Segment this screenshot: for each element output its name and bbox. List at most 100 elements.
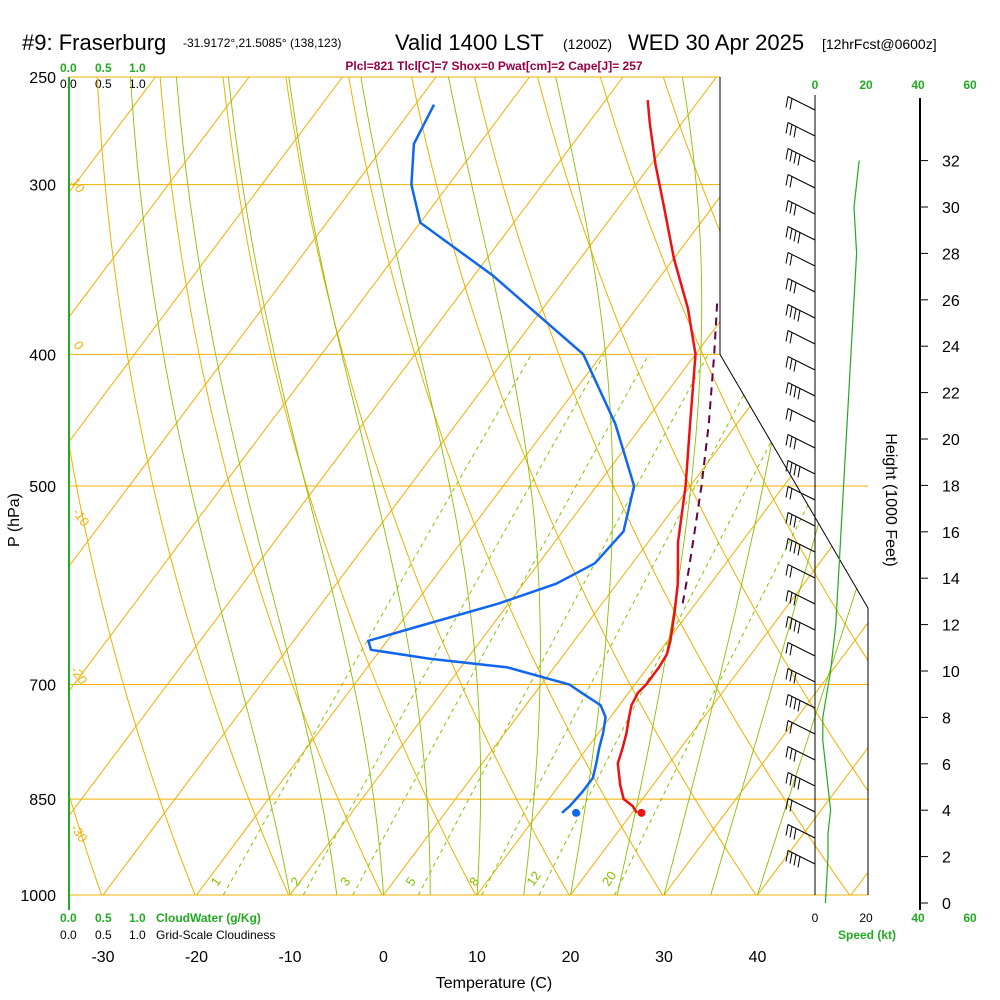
y-axis-title: P (hPa) <box>6 493 23 547</box>
wind-barb-staff <box>787 174 816 189</box>
speed-scale-bottom-40: 40 <box>911 911 925 925</box>
wind-barb-staff <box>787 746 816 761</box>
moist-adiabat <box>616 77 703 895</box>
wind-barb-flag <box>785 96 789 108</box>
wind-barb-flag <box>789 514 793 526</box>
wind-barb-flag <box>785 460 789 472</box>
height-tick-label: 32 <box>942 154 960 171</box>
height-tick-label: 0 <box>942 896 951 913</box>
wind-barb-flag <box>785 512 789 524</box>
wind-barb-flag <box>793 308 797 320</box>
wind-barb-flag <box>789 150 793 162</box>
wind-barb-staff <box>787 616 816 631</box>
pressure-tick-label: 400 <box>29 347 56 364</box>
wind-barb-staff <box>787 850 816 865</box>
wind-barb-flag <box>797 700 801 712</box>
station-title: #9: Fraserburg <box>22 30 166 55</box>
dry-adiabat <box>69 77 196 895</box>
wind-barb-flag <box>785 356 789 368</box>
x-axis-title: Temperature (C) <box>436 975 552 992</box>
valid-time: Valid 1400 LST <box>395 30 544 55</box>
isotherm-line <box>102 77 717 895</box>
wind-barb-flag <box>793 126 797 138</box>
cloudwater-label: CloudWater (g/Kg) <box>156 911 261 925</box>
wind-barb-flag <box>789 800 793 812</box>
wind-barb-flag <box>789 436 793 448</box>
dry-adiabat <box>474 77 851 895</box>
mixing-ratio-line <box>222 354 532 895</box>
wind-barb-flag <box>793 776 797 788</box>
isotherm-lines <box>69 77 868 895</box>
dry-adiabat <box>348 77 664 895</box>
cloud-scale-bottom-black-0: 0.0 <box>60 928 77 942</box>
moist-adiabat <box>288 77 431 895</box>
wind-barb-staff <box>787 122 816 137</box>
wind-barb-flag <box>785 538 789 550</box>
cloud-scale-bottom-green-0: 0.0 <box>60 911 77 925</box>
wind-barb-flag <box>793 542 797 554</box>
cloud-scale-bottom-green-1: 0.5 <box>95 911 112 925</box>
wind-barb-flag <box>785 694 789 706</box>
temperature-tick-label: -10 <box>278 949 301 966</box>
wind-barb-staff <box>787 460 816 475</box>
wind-barb-staff <box>787 148 816 163</box>
height-tick-label: 16 <box>942 525 960 542</box>
wind-barb-flag <box>789 566 793 578</box>
pressure-tick-label: 250 <box>29 70 56 87</box>
dry-adiabat <box>159 77 383 895</box>
dewpoint-trace <box>366 104 636 814</box>
surface-dewpoint-dot <box>572 808 581 817</box>
wind-barb-staff <box>787 434 816 449</box>
wind-barb-flag <box>789 228 793 240</box>
wind-barb-flag <box>789 488 793 500</box>
dry-adiabat <box>69 77 103 895</box>
cloud-scale-top-green-2: 1.0 <box>129 61 146 75</box>
wind-barb-staff <box>787 538 816 553</box>
height-tick-label: 6 <box>942 757 951 774</box>
isotherm-line <box>476 77 868 895</box>
isotherm-line <box>69 77 624 895</box>
wind-barb-staff <box>787 200 816 215</box>
wind-barb-staff <box>787 226 816 241</box>
wind-barb-flag <box>797 310 801 322</box>
wind-barb-staff <box>787 304 816 319</box>
wind-barb-flag <box>793 230 797 242</box>
cloud-scale-top-black-2: 1.0 <box>129 77 146 91</box>
height-axis-title: Height (1000 Feet) <box>882 433 899 566</box>
height-tick-label: 12 <box>942 618 960 635</box>
wind-barb-flag <box>789 410 793 422</box>
pressure-tick-label: 850 <box>29 792 56 809</box>
wind-barbs <box>785 95 860 904</box>
cloud-scale-bottom-black-2: 1.0 <box>129 928 146 942</box>
wind-barb-flag <box>785 642 789 654</box>
wind-barb-staff <box>787 694 816 709</box>
wind-barb-flag <box>785 564 789 576</box>
wind-barb-flag <box>789 826 793 838</box>
wind-barb-flag <box>789 540 793 552</box>
wind-barb-flag <box>785 200 789 212</box>
wind-barb-flag <box>793 698 797 710</box>
wind-barb-flag <box>785 720 789 732</box>
wind-barb-staff <box>787 668 816 683</box>
speed-scale-top-0: 0 <box>812 78 819 92</box>
wind-barb-staff <box>787 278 816 293</box>
wind-barb-staff <box>787 824 816 839</box>
wind-barb-flag <box>785 434 789 446</box>
wind-barb-staff <box>787 408 816 423</box>
isotherm-line <box>69 77 343 895</box>
wind-barb-staff <box>787 720 816 735</box>
speed-scale-top-20: 20 <box>859 78 873 92</box>
isotherm-line <box>663 77 868 895</box>
wind-barb-flag <box>785 590 789 602</box>
wind-barb-flag <box>785 850 789 862</box>
wind-barb-flag <box>785 304 789 316</box>
height-tick-label: 18 <box>942 478 960 495</box>
wind-barb-flag <box>789 670 793 682</box>
isotherm-line <box>196 77 811 895</box>
wind-barb-flag <box>793 438 797 450</box>
wind-barb-flag <box>789 774 793 786</box>
cloud-scale-bottom-black-1: 0.5 <box>95 928 112 942</box>
wind-barb-flag <box>797 778 801 790</box>
dry-adiabat <box>537 77 868 895</box>
